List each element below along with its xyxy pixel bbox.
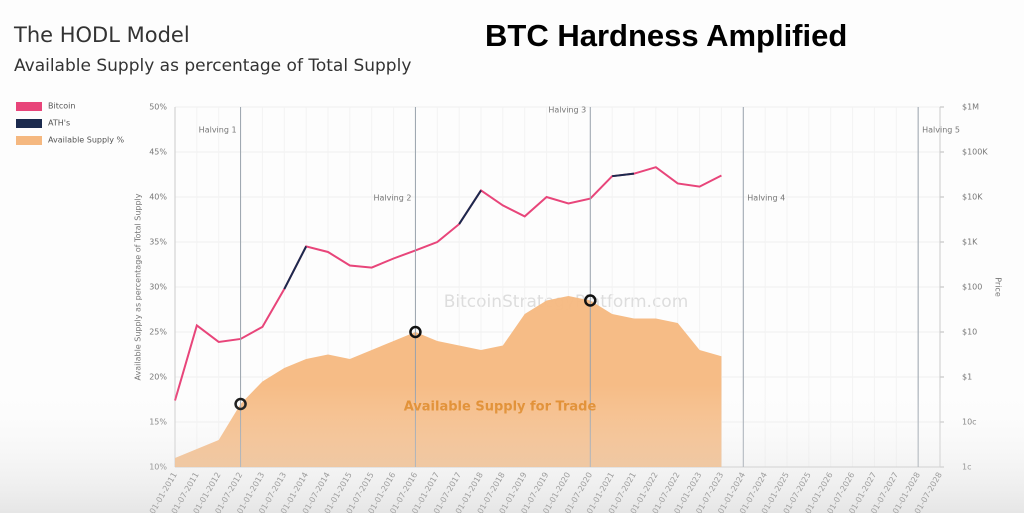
y-tick-label: 45% bbox=[149, 148, 167, 157]
y2-tick-label: $1 bbox=[962, 373, 972, 382]
chart-subtitle: Available Supply as percentage of Total … bbox=[14, 56, 411, 76]
y-tick-label: 30% bbox=[149, 283, 167, 292]
halving-label: Halving 1 bbox=[199, 126, 237, 135]
y2-tick-label: $10 bbox=[962, 328, 977, 337]
legend-label: ATH's bbox=[48, 119, 70, 128]
y2-tick-label: $100K bbox=[962, 148, 988, 157]
y-tick-label: 15% bbox=[149, 418, 167, 427]
y-axis-label: Available Supply as percentage of Total … bbox=[134, 193, 143, 380]
y-tick-label: 20% bbox=[149, 373, 167, 382]
halving-label: Halving 5 bbox=[922, 126, 960, 135]
y2-tick-label: $100 bbox=[962, 283, 982, 292]
y-tick-label: 40% bbox=[149, 193, 167, 202]
y2-axis-label: Price bbox=[994, 277, 1003, 297]
y2-tick-label: $1K bbox=[962, 238, 978, 247]
y2-tick-label: 10c bbox=[962, 418, 977, 427]
y-tick-label: 10% bbox=[149, 463, 167, 472]
y2-tick-label: $10K bbox=[962, 193, 983, 202]
halving-label: Halving 3 bbox=[548, 106, 586, 115]
chart-title: The HODL Model bbox=[13, 23, 190, 47]
y2-tick-label: 1c bbox=[962, 463, 972, 472]
headline: BTC Hardness Amplified bbox=[485, 18, 847, 53]
y-tick-label: 25% bbox=[149, 328, 167, 337]
legend-label: Available Supply % bbox=[48, 136, 125, 145]
y-tick-label: 50% bbox=[149, 103, 167, 112]
y-tick-label: 35% bbox=[149, 238, 167, 247]
legend-swatch bbox=[16, 136, 42, 145]
halving-label: Halving 2 bbox=[374, 194, 412, 203]
legend-label: Bitcoin bbox=[48, 102, 75, 111]
legend-swatch bbox=[16, 102, 42, 111]
y2-tick-label: $1M bbox=[962, 103, 979, 112]
annotation: Available Supply for Trade bbox=[404, 400, 597, 415]
halving-label: Halving 4 bbox=[747, 194, 785, 203]
legend-swatch bbox=[16, 119, 42, 128]
